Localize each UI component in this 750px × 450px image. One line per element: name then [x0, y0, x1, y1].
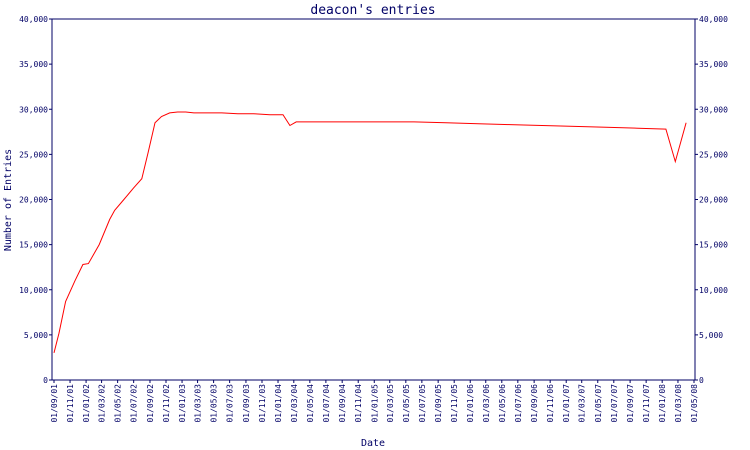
y-tick-label-right: 20,000 [699, 196, 728, 205]
chart-title: deacon's entries [310, 3, 435, 18]
x-tick-label: 01/03/03 [194, 384, 203, 423]
x-tick-label: 01/03/04 [290, 384, 299, 423]
x-tick-label: 01/03/07 [578, 384, 587, 423]
x-tick-label: 01/05/06 [498, 384, 507, 423]
x-tick-label: 01/05/03 [210, 384, 219, 423]
y-tick-label-left: 15,000 [19, 241, 48, 250]
x-tick-label: 01/05/05 [402, 384, 411, 423]
x-tick-label: 01/07/07 [610, 384, 619, 423]
x-tick-label: 01/11/05 [450, 384, 459, 423]
x-tick-label: 01/09/05 [434, 384, 443, 423]
x-tick-label: 01/05/08 [690, 384, 699, 423]
x-axis: 01/09/01 01/11/01 01/01/02 01/03/02 01/05/02… [50, 380, 699, 423]
x-tick-label: 01/07/04 [322, 384, 331, 423]
y-tick-label-left: 5,000 [24, 331, 48, 340]
x-tick-label: 01/09/01 [50, 384, 59, 423]
y-tick-label-right: 0 [699, 376, 704, 385]
y-axis-title: Number of Entries [3, 149, 14, 251]
y-tick-label-left: 10,000 [19, 286, 48, 295]
y-tick-label-right: 10,000 [699, 286, 728, 295]
x-tick-label: 01/11/06 [546, 384, 555, 423]
x-axis-title: Date [361, 438, 385, 449]
x-tick-label: 01/05/04 [306, 384, 315, 423]
x-tick-label: 01/11/01 [66, 384, 75, 423]
x-tick-label: 01/11/02 [162, 384, 171, 423]
x-tick-label: 01/09/04 [338, 384, 347, 423]
y-tick-label-left: 20,000 [19, 196, 48, 205]
y-tick-label-left: 0 [43, 376, 48, 385]
x-tick-label: 01/03/05 [386, 384, 395, 423]
x-tick-label: 01/03/02 [98, 384, 107, 423]
y-tick-label-right: 25,000 [699, 150, 728, 159]
x-tick-label: 01/09/07 [626, 384, 635, 423]
y-axis-right: 0 5,000 10,000 15,000 20,000 25,000 30,000 35,0… [695, 15, 728, 385]
y-tick-label-left: 40,000 [19, 15, 48, 24]
y-tick-label-right: 15,000 [699, 241, 728, 250]
series-line [53, 111, 687, 354]
x-tick-label: 01/01/02 [82, 384, 91, 423]
x-tick-label: 01/09/03 [242, 384, 251, 423]
x-tick-label: 01/11/03 [258, 384, 267, 423]
x-tick-label: 01/01/06 [466, 384, 475, 423]
y-tick-label-right: 40,000 [699, 15, 728, 24]
x-tick-label: 01/01/05 [370, 384, 379, 423]
y-tick-label-left: 30,000 [19, 105, 48, 114]
x-tick-label: 01/03/08 [674, 384, 683, 423]
x-tick-label: 01/09/02 [146, 384, 155, 423]
y-tick-label-right: 5,000 [699, 331, 723, 340]
x-tick-label: 01/07/05 [418, 384, 427, 423]
x-tick-label: 01/01/03 [178, 384, 187, 423]
y-tick-label-right: 30,000 [699, 105, 728, 114]
x-tick-label: 01/07/03 [226, 384, 235, 423]
series-layer [53, 111, 687, 354]
plot-area [51, 18, 696, 381]
x-tick-label: 01/03/06 [482, 384, 491, 423]
x-tick-label: 01/07/02 [130, 384, 139, 423]
x-tick-label: 01/09/06 [530, 384, 539, 423]
y-tick-label-left: 35,000 [19, 60, 48, 69]
y-axis-left: 0 5,000 10,000 15,000 20,000 25,000 30,000 35,0… [19, 15, 52, 385]
y-tick-label-right: 35,000 [699, 60, 728, 69]
x-tick-label: 01/01/07 [562, 384, 571, 423]
x-tick-label: 01/07/06 [514, 384, 523, 423]
x-tick-label: 01/05/02 [114, 384, 123, 423]
x-tick-label: 01/11/07 [642, 384, 651, 423]
x-tick-label: 01/01/08 [658, 384, 667, 423]
y-tick-label-left: 25,000 [19, 150, 48, 159]
x-tick-label: 01/11/04 [354, 384, 363, 423]
x-tick-label: 01/01/04 [274, 384, 283, 423]
x-tick-label: 01/05/07 [594, 384, 603, 423]
